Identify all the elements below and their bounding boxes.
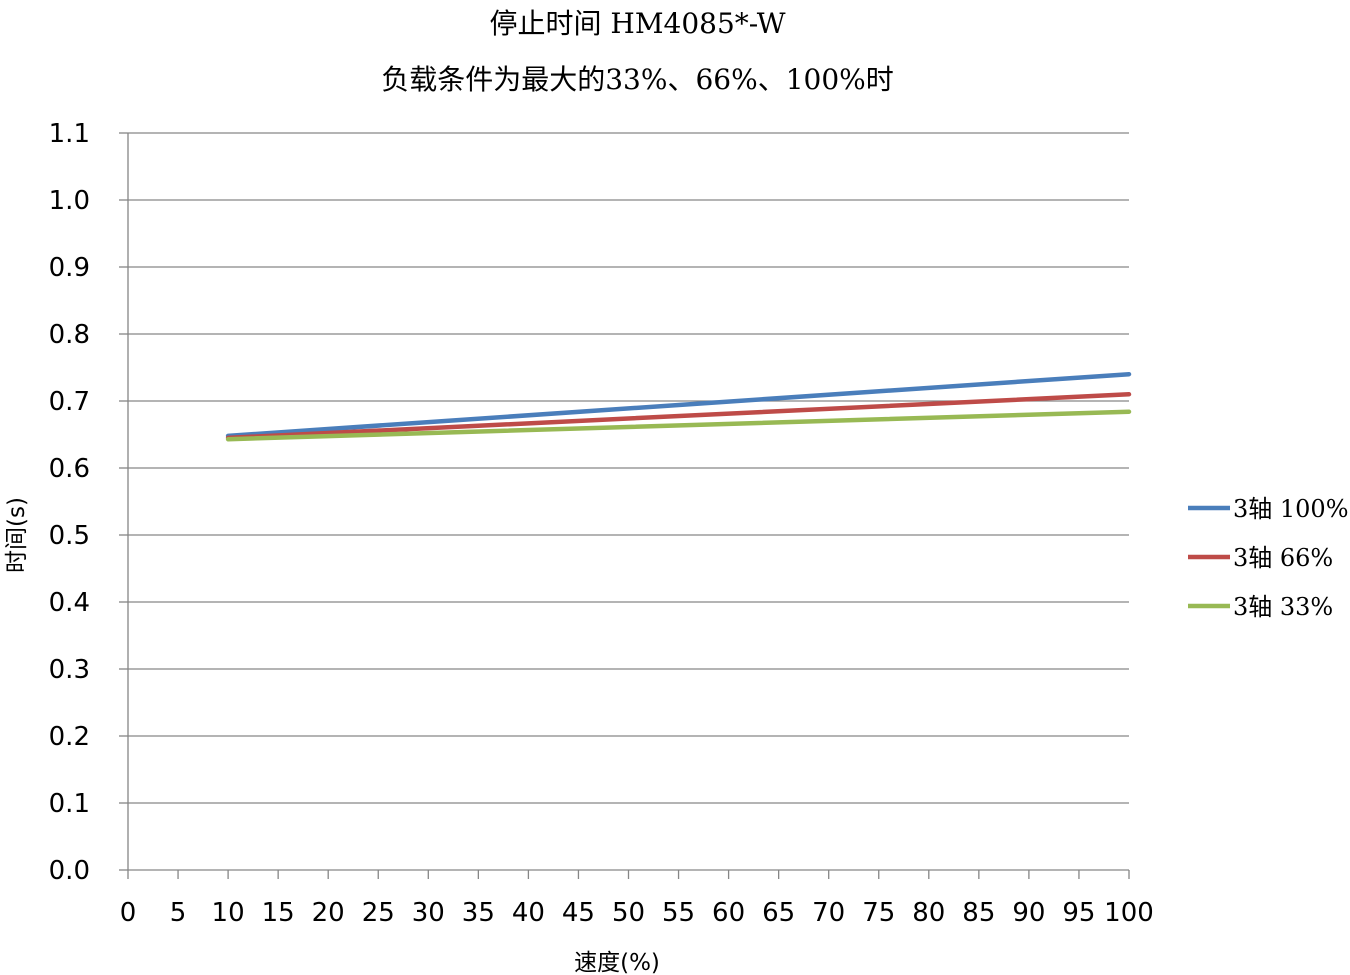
x-tick-label: 55 [662,898,695,928]
legend-label-3: 3轴 33% [1233,593,1333,621]
x-tick-label: 15 [262,898,295,928]
series-line-3 [225,409,1132,442]
chart-title: 停止时间 HM4085*-W [489,7,786,40]
legend: 3轴 100% 3轴 66% 3轴 33% [1188,495,1349,621]
series-lines [225,371,1132,442]
x-axis-label: 速度(%) [574,950,660,975]
x-tick-label: 95 [1062,898,1095,928]
y-tick-label: 0.3 [49,655,90,685]
y-tick-labels: 0.0 0.1 0.2 0.3 0.4 0.5 0.6 0.7 0.8 0.9 1.0 1.1 [49,119,90,886]
y-axis-label: 时间(s) [4,497,30,573]
y-tick-label: 0.7 [49,387,90,417]
y-tick-label: 1.1 [49,119,90,149]
x-tick-label: 5 [170,898,187,928]
x-tick-labels: 0 5 10 15 20 25 30 35 40 45 50 55 60 65 70 75 80 85 90 95 10… [120,898,1154,928]
x-tick-label: 40 [512,898,545,928]
legend-label-2: 3轴 66% [1233,544,1333,572]
x-tick-label: 25 [362,898,395,928]
y-tick-label: 0.9 [49,253,90,283]
x-tick-label: 65 [762,898,795,928]
series-line-1 [225,371,1132,439]
legend-label-1: 3轴 100% [1233,495,1349,523]
x-tick-label: 35 [462,898,495,928]
y-tick-label: 0.0 [49,856,90,886]
y-tick-label: 0.6 [49,454,90,484]
y-tick-label: 0.5 [49,521,90,551]
y-tick-label: 0.4 [49,588,90,618]
x-tick-label: 60 [712,898,745,928]
x-tick-label: 80 [912,898,945,928]
chart-subtitle: 负载条件为最大的33%、66%、100%时 [381,63,894,96]
y-tick-label: 0.8 [49,320,90,350]
x-tick-label: 45 [562,898,595,928]
x-tick-label: 70 [812,898,845,928]
axes [127,133,1130,879]
gridlines [119,132,1129,871]
y-tick-label: 0.1 [49,789,90,819]
y-tick-label: 1.0 [49,186,90,216]
x-tick-label: 0 [120,898,137,928]
x-tick-label: 10 [212,898,245,928]
x-tick-label: 30 [412,898,445,928]
x-tick-label: 75 [862,898,895,928]
x-tick-label: 20 [312,898,345,928]
y-tick-label: 0.2 [49,722,90,752]
x-tick-label: 85 [962,898,995,928]
x-tick-label: 100 [1104,898,1154,928]
x-tick-label: 90 [1012,898,1045,928]
series-line-2 [225,392,1132,441]
x-tick-label: 50 [612,898,645,928]
